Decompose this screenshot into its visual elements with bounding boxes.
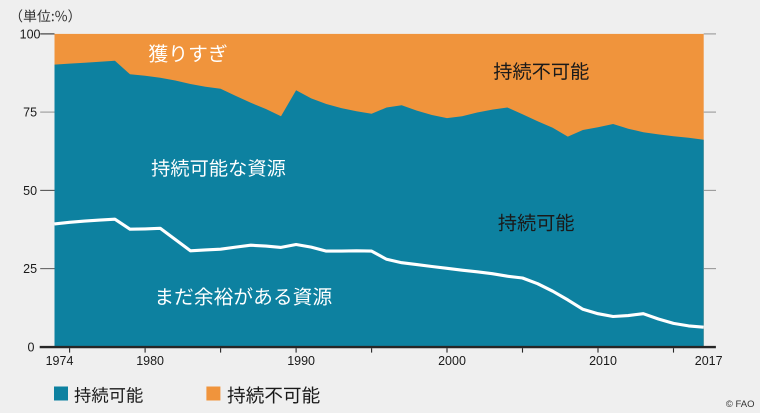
svg-text:50: 50	[23, 184, 37, 198]
svg-text:2010: 2010	[589, 354, 617, 368]
svg-text:75: 75	[23, 106, 37, 120]
svg-text:2000: 2000	[438, 354, 466, 368]
svg-text:100: 100	[20, 27, 41, 41]
svg-text:25: 25	[23, 262, 37, 276]
svg-text:1990: 1990	[287, 354, 315, 368]
svg-text:2017: 2017	[695, 354, 723, 368]
svg-text:© FAO: © FAO	[726, 399, 755, 410]
svg-text:0: 0	[28, 340, 35, 354]
svg-text:1974: 1974	[46, 354, 74, 368]
svg-text:1980: 1980	[136, 354, 164, 368]
